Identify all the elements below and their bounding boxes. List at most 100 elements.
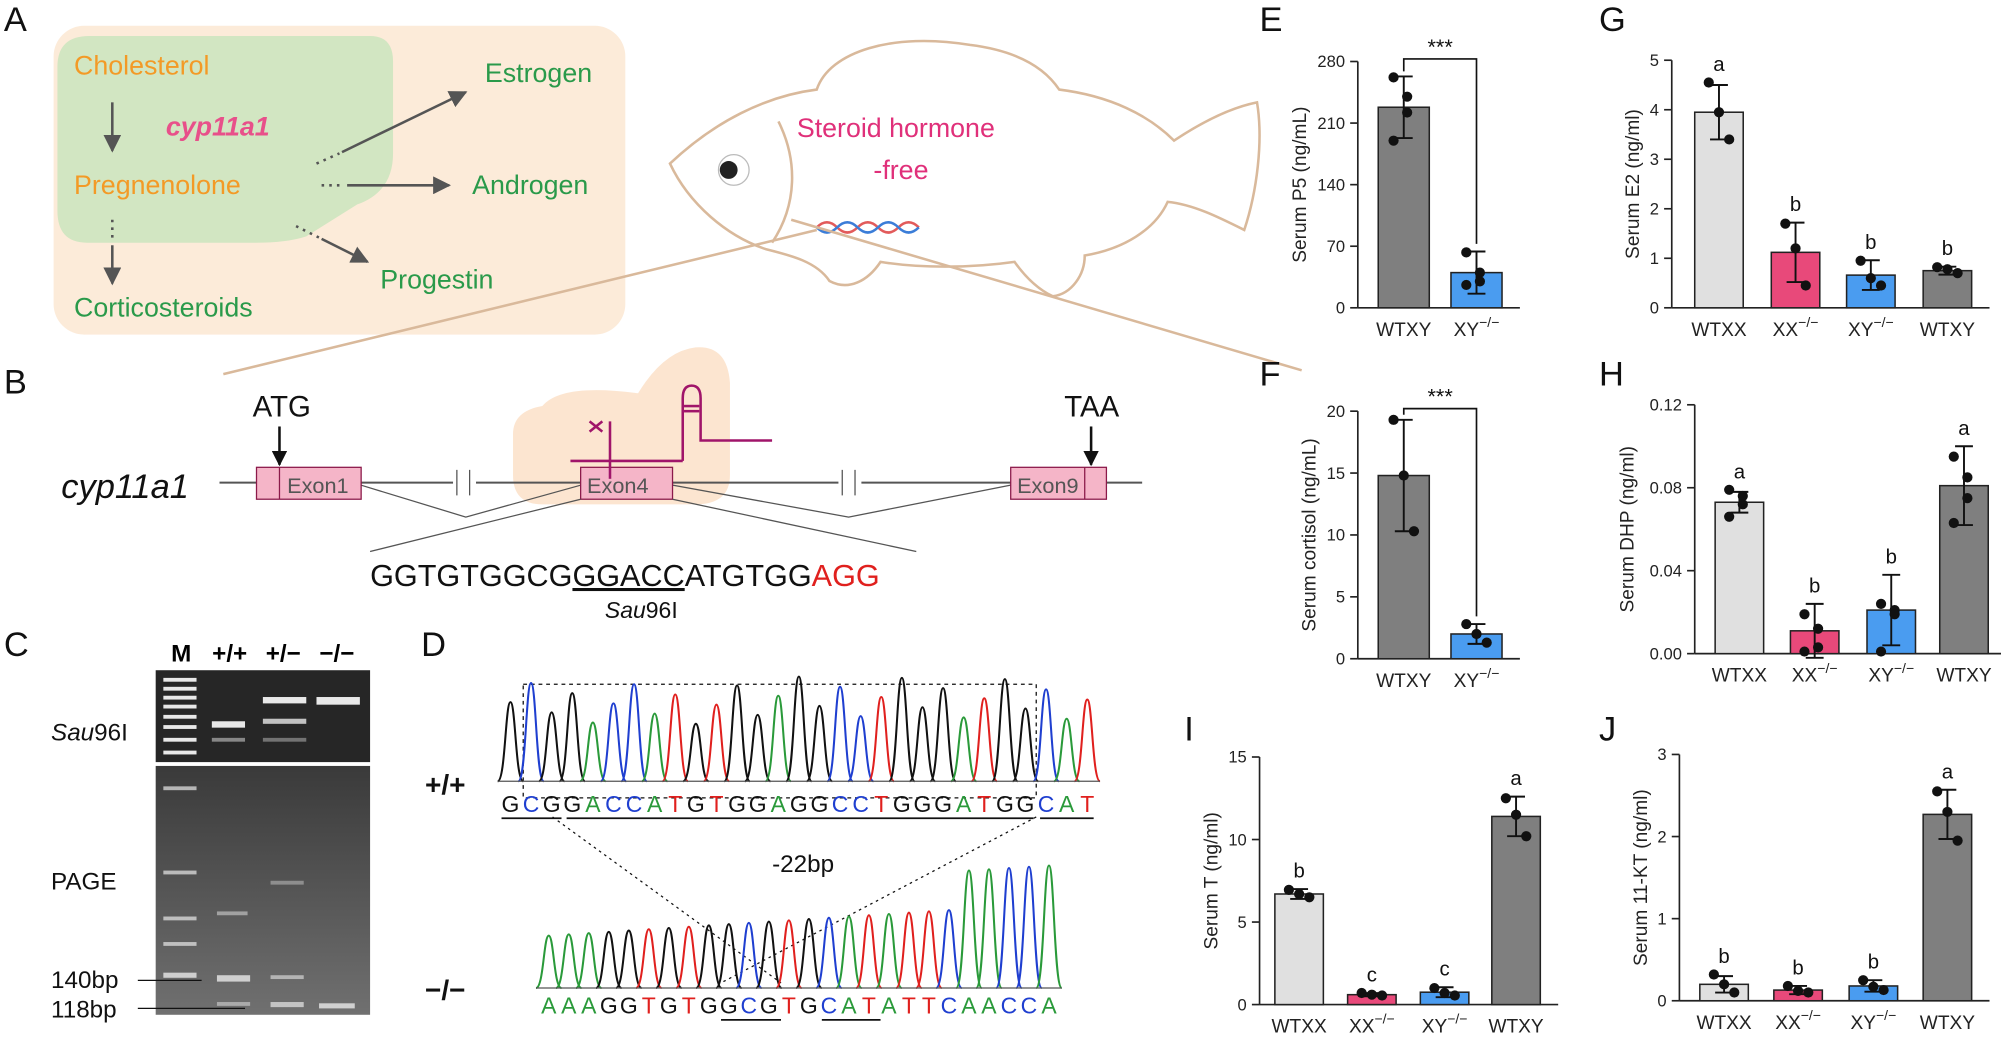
- category: XY: [1422, 1017, 1448, 1038]
- trace-peak: [991, 678, 1019, 783]
- trace-peak: [517, 681, 545, 783]
- panel-label: C: [4, 626, 29, 664]
- base-call: T: [922, 993, 936, 1019]
- trace-peak: [795, 918, 823, 990]
- trace-peak: [534, 934, 563, 990]
- deletion: -22bp: [772, 851, 834, 878]
- y-axis-label: Serum P5 (ng/mL): [1290, 107, 1311, 263]
- significance: ***: [1427, 34, 1453, 59]
- x-tick-label: WTXX: [1271, 1017, 1326, 1038]
- data-point: [1812, 623, 1824, 634]
- x-tick-label: XY−/−: [1868, 660, 1914, 687]
- bar: [1922, 269, 1973, 309]
- bar: [1274, 893, 1325, 1006]
- y-tick-label: 4: [1650, 100, 1659, 119]
- category-superscript: −/−: [1801, 1007, 1821, 1023]
- base-call: A: [1041, 993, 1057, 1019]
- y-tick-label: 0: [1336, 649, 1345, 668]
- data-point: [1718, 979, 1730, 990]
- size-label: 140bp: [51, 967, 118, 994]
- data-point: [1439, 987, 1450, 999]
- trace-peak: [695, 924, 723, 990]
- rect: [211, 737, 246, 742]
- data-point: [1283, 884, 1295, 895]
- trace-peak: [875, 912, 903, 990]
- trace-peak: [599, 702, 628, 783]
- rect: [262, 737, 307, 742]
- trace-peak: [743, 713, 772, 783]
- deleted-box: [522, 683, 1037, 799]
- base-call: A: [981, 993, 997, 1019]
- seq: ATGTGG: [685, 559, 812, 593]
- y-tick-label: 5: [1238, 913, 1247, 932]
- rect: [216, 975, 251, 982]
- category: WTXY: [1376, 320, 1431, 341]
- trace-peak: [620, 683, 648, 783]
- base-call: A: [881, 993, 897, 1019]
- y-tick-label: 10: [1327, 526, 1345, 545]
- base-call: T: [874, 791, 888, 817]
- data-point: [1724, 484, 1735, 495]
- x-tick-label: XY−/−: [1454, 665, 1500, 692]
- node: Estrogen: [485, 58, 592, 88]
- exon-label: Exon9: [1017, 473, 1078, 498]
- x-tick-label: WTXX: [1712, 666, 1767, 687]
- data-point: [1790, 243, 1801, 254]
- data-point: [1724, 134, 1735, 145]
- base-call: C: [605, 791, 622, 817]
- y-axis-label: Serum T (ng/ml): [1201, 812, 1222, 949]
- panel-label: G: [1599, 1, 1626, 39]
- rect: [216, 911, 248, 916]
- data-point: [1703, 77, 1714, 88]
- panel-label: I: [1184, 710, 1194, 748]
- trace-peak: [1035, 864, 1063, 990]
- x-tick-label: WTXY: [1936, 666, 1991, 687]
- data-point: [1481, 637, 1492, 648]
- data-point: [1521, 831, 1532, 842]
- data-point: [1932, 786, 1943, 797]
- rect: [163, 725, 197, 729]
- data-point: [1356, 987, 1367, 999]
- base-call: A: [541, 993, 557, 1019]
- y-tick-label: 5: [1650, 51, 1659, 70]
- node: Pregnenolone: [74, 170, 241, 200]
- data-point: [1865, 272, 1876, 284]
- data-point: [1868, 981, 1879, 992]
- significance-letter: a: [1734, 461, 1746, 483]
- trace-peak: [835, 915, 863, 990]
- base-call: C: [1038, 791, 1055, 817]
- base-call: C: [852, 791, 869, 817]
- base-call: A: [956, 791, 972, 817]
- deletion-line: [552, 816, 782, 984]
- y-tick-label: 2: [1657, 827, 1666, 846]
- data-point: [1500, 793, 1511, 804]
- rect: [262, 718, 307, 724]
- significance-letter: b: [1942, 238, 1953, 260]
- y-tick-label: 15: [1228, 748, 1246, 767]
- rect: [211, 721, 246, 728]
- trace-peak: [1011, 707, 1040, 783]
- category: WTXY: [1376, 671, 1431, 692]
- x-tick-label: XX−/−: [1349, 1011, 1395, 1038]
- data-point: [1800, 280, 1811, 291]
- data-point: [1304, 892, 1315, 903]
- y-tick-label: 140: [1317, 175, 1345, 194]
- data-point: [1812, 642, 1824, 653]
- bands: [163, 677, 360, 1009]
- category: WTXY: [1936, 666, 1991, 687]
- trace-peak: [764, 694, 793, 783]
- panel-label: A: [4, 1, 27, 39]
- trace-peak: [1032, 688, 1060, 783]
- base-call: T: [977, 791, 991, 817]
- trace-peak: [975, 868, 1003, 990]
- trace-peak: [888, 676, 916, 783]
- data-point: [1792, 985, 1804, 996]
- category: WTXY: [1920, 320, 1975, 341]
- base-call: G: [600, 993, 618, 1019]
- category-superscript: −/−: [1817, 660, 1837, 676]
- data-point: [1799, 646, 1810, 657]
- base-call: T: [862, 993, 876, 1019]
- guide-highlight: [513, 347, 730, 505]
- chart: F 0 5 10 15 20 Serum cortisol (ng/mL) WTXY XY−/−…: [1260, 356, 1520, 692]
- significance-letter: b: [1868, 952, 1879, 974]
